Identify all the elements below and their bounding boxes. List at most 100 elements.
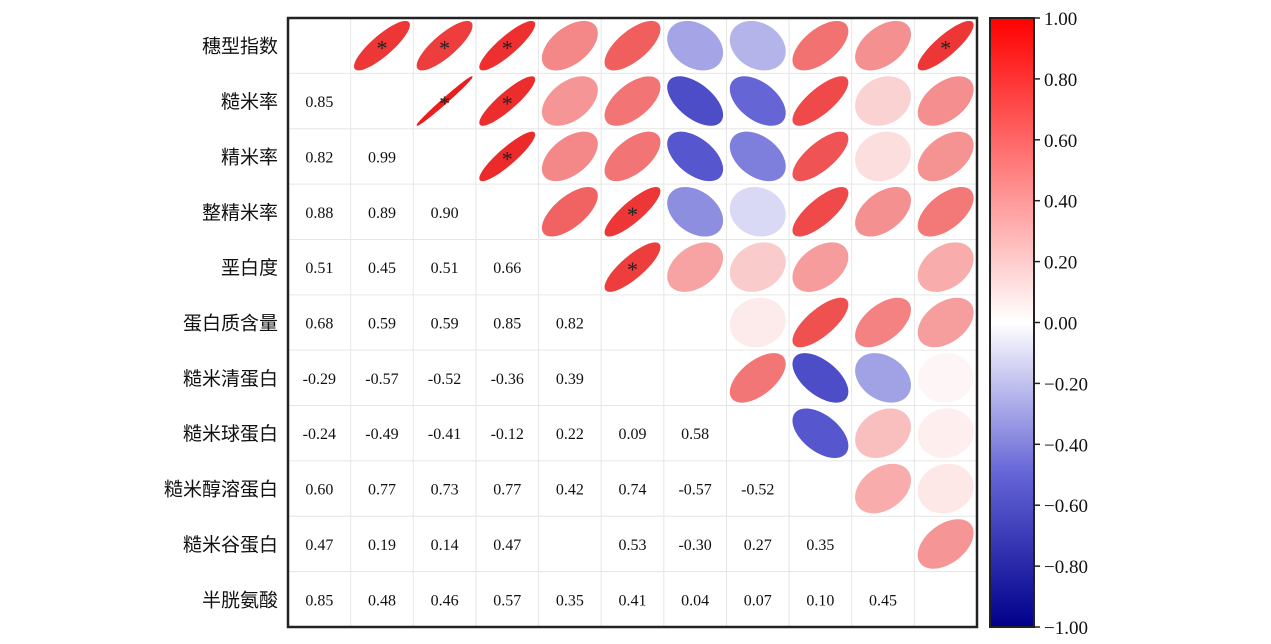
- correlation-value-label: 0.07: [744, 592, 772, 609]
- correlation-ellipse: [855, 20, 912, 71]
- correlation-ellipse: [917, 408, 974, 458]
- correlation-ellipse: [917, 76, 974, 126]
- correlation-value-label: 0.51: [305, 260, 333, 277]
- correlation-value-label: 0.10: [806, 592, 834, 609]
- correlation-ellipse: [792, 131, 849, 182]
- correlation-ellipse: [604, 187, 661, 237]
- correlation-ellipse: [541, 131, 598, 182]
- correlation-value-label: 0.42: [556, 482, 584, 499]
- plot-border: [286, 16, 979, 629]
- significance-marker: *: [439, 91, 450, 116]
- correlation-value-label: 0.57: [493, 592, 521, 609]
- correlation-value-label: 0.51: [431, 260, 459, 277]
- significance-marker: *: [502, 91, 513, 116]
- correlation-ellipse: [792, 76, 849, 126]
- correlation-value-label: 0.45: [869, 592, 897, 609]
- correlation-ellipse: [792, 187, 849, 237]
- colorbar-tick-label: −0.40: [1044, 435, 1088, 456]
- colorbar-tick-label: 1.00: [1044, 9, 1077, 30]
- correlation-ellipse: [855, 463, 912, 514]
- correlation-value-label: -0.36: [491, 371, 524, 388]
- correlation-value-label: 0.53: [619, 537, 647, 554]
- correlation-ellipse: [729, 297, 786, 348]
- correlation-value-label: 0.89: [368, 205, 396, 222]
- correlation-value-label: 0.59: [368, 316, 396, 333]
- correlation-ellipse: [541, 76, 598, 126]
- row-label: 垩白度: [221, 257, 278, 279]
- correlation-ellipse: [729, 131, 786, 182]
- correlation-value-label: 0.47: [305, 537, 333, 554]
- correlation-ellipse: [729, 187, 786, 237]
- correlation-ellipse: [479, 131, 536, 182]
- correlation-value-label: 0.59: [431, 316, 459, 333]
- correlation-value-label: 0.46: [431, 592, 459, 609]
- correlation-ellipse: [416, 20, 473, 71]
- row-labels: 穗型指数糙米率精米率整精米率垩白度蛋白质含量糙米清蛋白糙米球蛋白糙米醇溶蛋白糙米…: [164, 36, 278, 612]
- correlation-value-label: 0.90: [431, 205, 459, 222]
- correlation-ellipse: [416, 76, 473, 126]
- correlation-value-label: 0.82: [556, 316, 584, 333]
- correlation-ellipse: [792, 242, 849, 292]
- correlation-ellipse: [917, 20, 974, 71]
- correlation-value-label: 0.35: [806, 537, 834, 554]
- row-label: 整精米率: [202, 202, 278, 224]
- correlation-value-label: -0.30: [678, 537, 711, 554]
- correlation-ellipse: [917, 297, 974, 348]
- correlation-ellipse: [917, 463, 974, 514]
- correlation-ellipse: [729, 76, 786, 126]
- significance-marker: *: [376, 36, 387, 61]
- colorbar-tick-label: −0.60: [1044, 496, 1088, 517]
- correlation-value-label: 0.68: [305, 316, 333, 333]
- matrix-cells: * * * * 0.85 * * 0.82 0.99 * 0.88 0.89 0.90 * 0.51 0.45…: [303, 20, 974, 609]
- row-label: 糙米谷蛋白: [183, 534, 278, 556]
- correlation-value-label: 0.04: [681, 592, 709, 609]
- correlation-value-label: 0.41: [619, 592, 647, 609]
- correlation-ellipse: [855, 76, 911, 126]
- colorbar-tick-label: 0.20: [1044, 253, 1077, 274]
- correlation-ellipse: [855, 408, 912, 458]
- correlation-value-label: 0.27: [744, 537, 772, 554]
- correlation-ellipse: [855, 187, 912, 237]
- significance-marker: *: [439, 36, 450, 61]
- correlation-value-label: -0.29: [303, 371, 336, 388]
- correlation-value-label: 0.88: [305, 205, 333, 222]
- correlation-value-label: 0.66: [493, 260, 521, 277]
- row-label: 糙米球蛋白: [183, 423, 278, 445]
- correlation-value-label: 0.14: [431, 537, 459, 554]
- colorbar-tick-label: −1.00: [1044, 618, 1088, 639]
- correlation-value-label: -0.52: [428, 371, 461, 388]
- matrix-grid: [288, 18, 977, 627]
- colorbar-tick-label: −0.80: [1044, 557, 1088, 578]
- correlation-ellipse: [667, 131, 724, 182]
- correlation-ellipse: [792, 297, 849, 348]
- correlation-value-label: 0.77: [493, 482, 521, 499]
- correlation-ellipse: [604, 242, 661, 292]
- correlation-ellipse: [667, 187, 724, 237]
- correlation-value-label: 0.85: [305, 94, 333, 111]
- correlation-ellipse: [667, 76, 724, 126]
- correlation-ellipse: [729, 20, 786, 71]
- significance-marker: *: [627, 257, 638, 282]
- row-label: 穗型指数: [202, 36, 278, 58]
- correlation-value-label: -0.57: [365, 371, 398, 388]
- correlation-ellipse: [917, 353, 974, 403]
- correlation-ellipse: [479, 76, 536, 126]
- row-label: 精米率: [221, 146, 278, 168]
- correlation-ellipse: [604, 76, 661, 126]
- correlation-ellipse: [917, 519, 974, 569]
- correlation-value-label: 0.85: [493, 316, 521, 333]
- correlation-ellipse: [729, 242, 786, 292]
- correlation-ellipse: [917, 187, 974, 237]
- correlation-ellipse: [479, 20, 536, 71]
- correlation-ellipse: [541, 20, 598, 71]
- correlation-ellipse: [917, 242, 974, 292]
- correlation-value-label: 0.39: [556, 371, 584, 388]
- correlation-ellipse: [792, 20, 849, 71]
- correlation-value-label: 0.58: [681, 426, 709, 443]
- correlation-value-label: 0.73: [431, 482, 459, 499]
- correlation-value-label: 0.45: [368, 260, 396, 277]
- correlation-ellipse: [917, 131, 974, 182]
- correlation-ellipse: [855, 131, 912, 182]
- correlation-value-label: 0.19: [368, 537, 396, 554]
